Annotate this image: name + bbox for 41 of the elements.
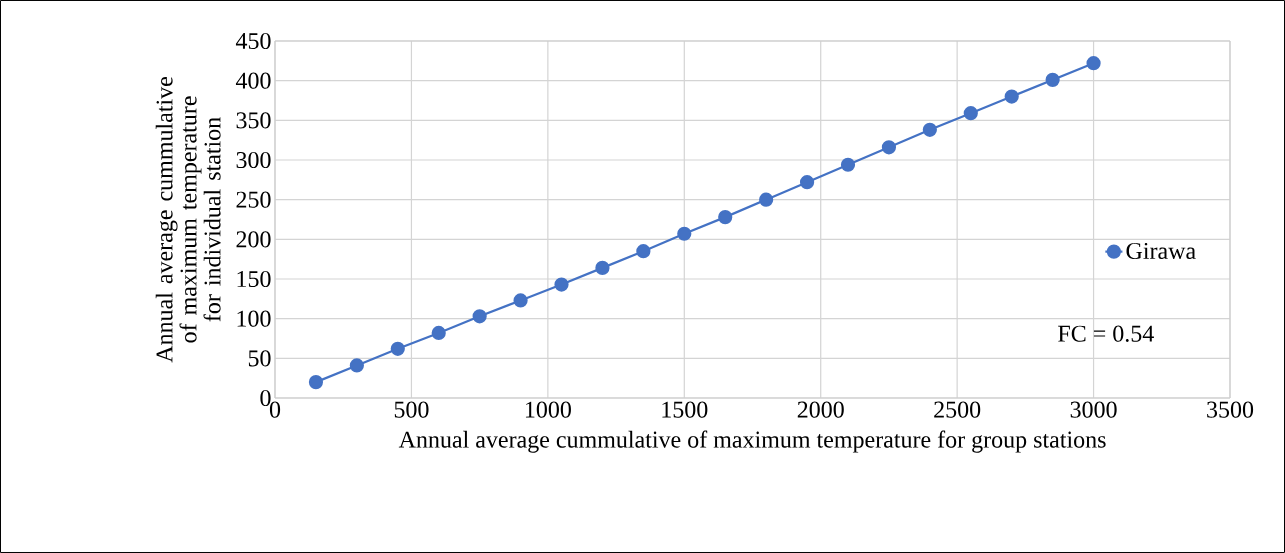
y-tick-label: 450 xyxy=(235,32,271,50)
point xyxy=(308,375,324,390)
x-tick-label: 2000 xyxy=(797,401,844,418)
point xyxy=(1086,56,1101,71)
point xyxy=(595,260,610,275)
y-tick-label: 150 xyxy=(237,270,271,288)
point xyxy=(677,226,692,241)
point xyxy=(513,293,528,308)
point xyxy=(963,106,978,121)
point xyxy=(472,309,487,324)
point xyxy=(840,157,856,172)
point xyxy=(636,244,651,259)
x-axis-title: Annual average cummulative of maximum temperature for group stations xyxy=(398,430,1106,453)
legend-label: Girawa xyxy=(1126,242,1196,260)
x-tick-label: 3500 xyxy=(1207,401,1254,418)
y-tick-label: 100 xyxy=(237,310,271,327)
point xyxy=(349,358,364,373)
y-axis-title: Annual average cummulative of maximum temperature for individual station xyxy=(155,77,221,363)
x-tick-label: 1000 xyxy=(525,401,571,418)
y-tick-label: 0 xyxy=(260,389,271,407)
point xyxy=(1004,89,1019,104)
point xyxy=(1045,72,1060,87)
x-tick-label: 3000 xyxy=(1070,401,1117,418)
annotation: FC = 0.54 xyxy=(1058,325,1154,342)
y-tick-label: 300 xyxy=(236,151,271,169)
x-tick-label: 500 xyxy=(394,401,429,418)
x-tick-label: 1500 xyxy=(662,401,708,418)
point xyxy=(922,122,937,137)
point xyxy=(431,325,446,341)
y-tick-label: 350 xyxy=(236,112,271,129)
y-tick-label: 200 xyxy=(236,231,271,248)
point xyxy=(799,175,815,190)
y-tick-label: 400 xyxy=(235,72,271,89)
y-tick-label: 50 xyxy=(248,350,271,367)
point xyxy=(759,192,774,207)
point xyxy=(390,341,405,356)
y-tick-label: 250 xyxy=(236,191,271,208)
point xyxy=(718,210,733,225)
point xyxy=(881,140,897,155)
x-tick-label: 2500 xyxy=(934,401,981,418)
point xyxy=(554,277,569,292)
